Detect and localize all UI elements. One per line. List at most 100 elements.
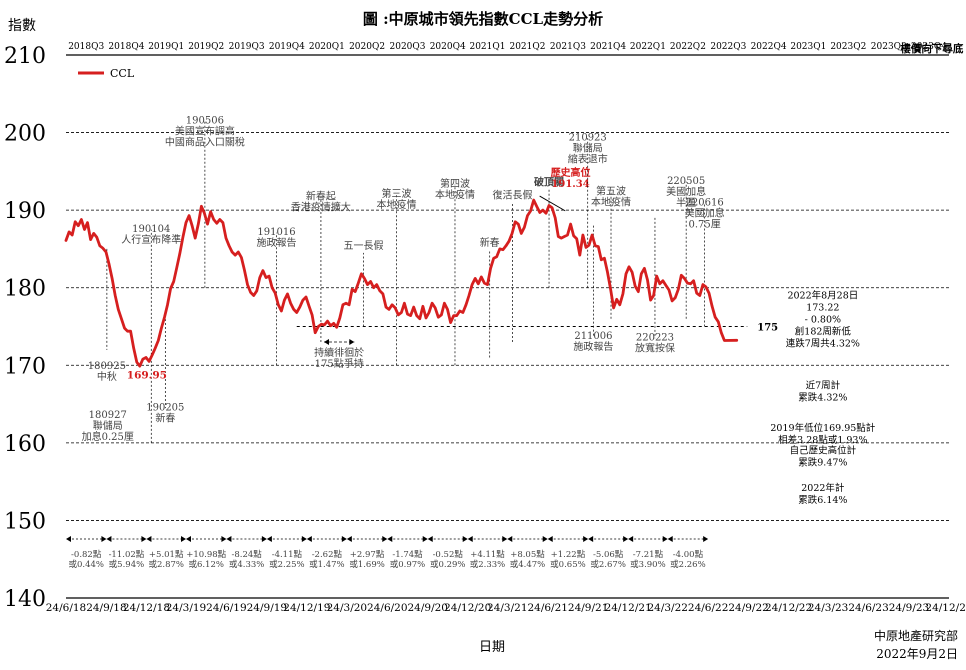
quarter-label: 2019Q2 xyxy=(188,42,224,52)
change-label: -4.11點或2.25% xyxy=(269,549,305,570)
quarter-label: 2021Q3 xyxy=(550,42,586,52)
x-tick-label: 24/12/23 xyxy=(925,602,966,614)
annotation-text: 第三波本地疫情 xyxy=(377,187,417,211)
x-tick-label: 24/9/23 xyxy=(889,602,929,614)
chart-title: 圖 :中原城市領先指數CCL走勢分析 xyxy=(363,10,603,28)
x-tick-label: 24/9/21 xyxy=(568,602,608,614)
y-tick-label: 140 xyxy=(4,587,46,612)
x-tick-label: 24/6/21 xyxy=(527,602,567,614)
change-arrow-head xyxy=(301,536,307,542)
quarter-label: 2022Q2 xyxy=(670,42,706,52)
change-label: +2.97點或1.69% xyxy=(349,549,385,570)
right-note: 2022年計累跌6.14% xyxy=(798,482,847,506)
change-arrow-head xyxy=(185,536,191,542)
x-tick-label: 24/6/23 xyxy=(848,602,888,614)
change-arrow-head xyxy=(467,536,473,542)
change-arrow-head xyxy=(462,536,468,542)
change-arrow-head xyxy=(221,536,227,542)
quarter-label: 2023Q1 xyxy=(790,42,826,52)
change-arrow-head xyxy=(101,536,107,542)
quarter-label: 2019Q4 xyxy=(269,42,305,52)
annotation-text: 220223 放寬按保 xyxy=(635,332,675,354)
change-label: -1.74點或0.97% xyxy=(390,549,426,570)
quarter-label: 2021Q1 xyxy=(469,42,505,52)
annotation-text: 新春起香港疫情擴大 xyxy=(291,189,351,213)
change-arrow-head xyxy=(266,536,272,542)
x-tick-label: 24/12/22 xyxy=(765,602,812,614)
annotation-text: 復活長假 xyxy=(493,189,533,202)
x-tick-label: 24/12/20 xyxy=(444,602,491,614)
quarter-labels: 2018Q3 2018Q4 2019Q1 2019Q2 2019Q3 2019Q4 2020… xyxy=(68,42,947,52)
ccl-series xyxy=(64,198,739,368)
annotation-text: 第五波本地疫情 xyxy=(591,185,631,209)
y-axis-label: 指數 xyxy=(8,18,36,34)
change-label: +8.05點或4.47% xyxy=(510,549,546,570)
event-annotations: 180925 中秋 180927 聯儲局加息0.25厘 190104 人行宣布降準 1902… xyxy=(82,115,725,443)
right-note: 自己歷史高位計累跌9.47% xyxy=(790,445,857,469)
x-tick-label: 24/9/22 xyxy=(728,602,768,614)
right-note: 近7周計累跌4.32% xyxy=(798,380,847,404)
annotation-text: 210923 聯儲局縮表退市 xyxy=(568,132,608,165)
annotation-text: 191016 施政報告 xyxy=(257,227,297,249)
change-label: +4.11點或2.33% xyxy=(470,549,506,570)
change-label: -0.82點或0.44% xyxy=(68,549,104,570)
range-arrow-head-left xyxy=(323,339,329,346)
change-arrow-head xyxy=(261,536,267,542)
footer-source: 中原地產研究部 xyxy=(874,628,958,643)
change-arrow-head xyxy=(662,536,668,542)
annotation-text: 180927 聯儲局加息0.25厘 xyxy=(82,410,134,443)
ccl-line xyxy=(64,198,739,368)
change-arrow-head xyxy=(667,536,673,542)
change-arrow-head xyxy=(382,536,388,542)
range-arrow-head-right xyxy=(349,339,355,346)
change-arrow-head xyxy=(387,536,393,542)
reference-line-label: 175 xyxy=(757,323,778,334)
x-tick-label: 24/12/19 xyxy=(283,602,330,614)
annotation-text: 破頂關 xyxy=(534,175,564,188)
quarter-label: 2021Q4 xyxy=(590,42,626,52)
annotation-text: 220505 美國加息半厘 xyxy=(666,176,706,209)
y-tick-label: 150 xyxy=(4,509,46,534)
x-tick-label: 24/12/18 xyxy=(123,602,170,614)
change-arrow-head xyxy=(106,536,112,542)
change-label: +10.98點或6.12% xyxy=(186,549,226,570)
x-tick-label: 24/9/18 xyxy=(86,602,126,614)
change-arrow-head xyxy=(502,536,508,542)
change-label: -7.21點或3.90% xyxy=(630,549,666,570)
change-label: +5.01點或2.87% xyxy=(148,549,184,570)
change-arrow-head xyxy=(306,536,312,542)
annotation-text: 第四波本地疫情 xyxy=(435,177,475,201)
peak-arrow xyxy=(539,195,566,212)
annotation-text: 五一長假 xyxy=(344,239,384,252)
quarter-label: 2022Q1 xyxy=(630,42,666,52)
y-tick-label: 170 xyxy=(4,354,46,379)
change-arrow-head xyxy=(422,536,428,542)
right-note: 2022年8月28日 173.22- 0.80%創182周新低連跌7周共4.32% xyxy=(786,290,860,350)
quarter-label: 2020Q3 xyxy=(390,42,426,52)
quarter-label: 2020Q4 xyxy=(430,42,466,52)
change-arrow-head xyxy=(226,536,232,542)
change-arrow-head xyxy=(507,536,513,542)
annotation-text: 歷史高位 191.34 xyxy=(551,166,591,190)
change-label: -11.02點或5.94% xyxy=(109,549,145,570)
change-arrow-head xyxy=(341,536,347,542)
y-tick-label: 210 xyxy=(4,44,46,69)
reference-line: 175 xyxy=(296,323,778,334)
change-arrow-head xyxy=(628,536,634,542)
right-note: 樓價向下尋底 xyxy=(900,42,963,55)
quarter-label: 2022Q3 xyxy=(710,42,746,52)
y-tick-label: 180 xyxy=(4,277,46,302)
y-tick-label: 160 xyxy=(4,432,46,457)
change-label: -4.00點或2.26% xyxy=(670,549,706,570)
quarter-label: 2023Q3 xyxy=(871,42,907,52)
change-arrow-head xyxy=(346,536,352,542)
change-label: -0.52點或0.29% xyxy=(430,549,466,570)
quarter-label: 2019Q3 xyxy=(229,42,265,52)
change-arrow-head xyxy=(141,536,147,542)
annotation-text: 190506 美國宣布調高中國商品入口關稅 xyxy=(165,115,245,148)
legend-label: CCL xyxy=(110,67,135,80)
y-tick-label: 200 xyxy=(4,122,46,147)
annotation-text: 211006 施政報告 xyxy=(573,331,613,353)
